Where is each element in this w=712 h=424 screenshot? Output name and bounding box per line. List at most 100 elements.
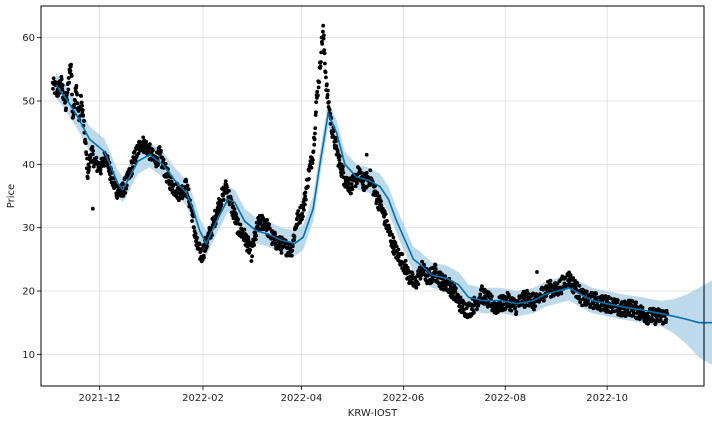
actual-points-layer xyxy=(50,23,670,327)
data-point xyxy=(248,248,253,253)
data-point xyxy=(326,88,330,93)
data-point xyxy=(292,234,297,239)
data-point xyxy=(568,273,573,277)
data-point xyxy=(91,148,95,153)
data-point xyxy=(303,190,308,195)
data-point xyxy=(387,226,392,231)
data-point xyxy=(653,321,658,325)
data-point xyxy=(265,218,269,222)
data-point xyxy=(555,282,560,286)
data-point xyxy=(218,207,222,212)
data-point xyxy=(537,299,542,304)
data-point xyxy=(86,168,91,173)
data-point xyxy=(632,311,636,316)
data-point xyxy=(319,60,323,64)
data-point xyxy=(290,248,295,253)
data-point xyxy=(321,23,326,28)
data-point xyxy=(433,263,438,267)
data-point xyxy=(151,148,155,153)
data-point xyxy=(51,76,56,81)
data-point xyxy=(51,86,55,91)
data-point xyxy=(123,191,128,195)
data-point xyxy=(577,283,582,288)
data-point xyxy=(630,299,635,304)
data-point xyxy=(78,114,82,118)
data-point xyxy=(159,148,163,153)
data-point xyxy=(542,298,546,303)
data-point xyxy=(410,272,415,277)
data-point xyxy=(523,294,527,299)
data-point xyxy=(603,294,608,299)
data-point xyxy=(312,137,317,142)
data-point xyxy=(163,161,168,166)
data-point xyxy=(652,318,657,323)
data-point xyxy=(350,187,355,192)
data-point xyxy=(312,142,317,147)
data-point xyxy=(575,281,579,285)
data-point xyxy=(358,168,362,173)
data-point xyxy=(232,207,237,212)
data-point xyxy=(195,235,199,240)
data-point xyxy=(337,158,342,162)
data-point xyxy=(289,253,294,258)
data-point xyxy=(565,273,570,278)
data-point xyxy=(340,167,345,172)
grid xyxy=(41,6,704,386)
y-tick-label: 60 xyxy=(22,33,35,44)
data-point xyxy=(219,202,224,207)
data-point xyxy=(148,142,152,147)
data-point xyxy=(251,240,256,244)
data-point xyxy=(290,244,295,249)
data-point xyxy=(87,165,92,170)
x-tick-label: 2022-10 xyxy=(586,393,628,404)
data-point xyxy=(67,80,71,85)
data-point xyxy=(74,83,79,88)
data-point xyxy=(124,186,129,191)
data-point xyxy=(306,184,310,189)
data-point xyxy=(90,206,95,211)
data-point xyxy=(68,68,73,73)
data-point xyxy=(141,135,146,140)
y-tick-label: 20 xyxy=(22,287,35,298)
data-point xyxy=(414,285,419,290)
data-point xyxy=(314,110,318,115)
data-point xyxy=(311,149,316,154)
uncertainty-band-layer xyxy=(56,72,712,365)
y-axis-label: Price xyxy=(6,184,17,208)
data-point xyxy=(72,102,77,107)
plot-frame xyxy=(40,5,705,387)
data-point xyxy=(267,222,271,227)
data-point xyxy=(531,291,535,296)
data-point xyxy=(225,185,229,189)
data-point xyxy=(388,229,393,234)
data-point xyxy=(331,134,335,138)
data-point xyxy=(501,302,506,307)
data-point xyxy=(478,292,483,297)
data-point xyxy=(73,98,77,103)
x-tick-label: 2022-04 xyxy=(281,393,323,404)
data-point xyxy=(325,82,329,87)
data-point xyxy=(507,293,511,297)
data-point xyxy=(98,168,103,172)
data-point xyxy=(193,231,198,236)
data-point xyxy=(91,164,96,169)
data-point xyxy=(591,301,595,306)
data-point xyxy=(325,93,330,97)
data-point xyxy=(79,94,83,98)
data-point xyxy=(323,70,328,75)
data-point xyxy=(646,314,651,319)
data-point xyxy=(322,48,327,52)
data-point xyxy=(314,100,319,105)
data-point xyxy=(554,285,559,289)
data-point xyxy=(176,191,181,196)
data-point xyxy=(267,226,272,231)
x-tick-label: 2022-02 xyxy=(182,393,224,404)
data-point xyxy=(309,165,314,170)
data-point xyxy=(349,191,353,196)
data-point xyxy=(533,304,538,308)
data-point xyxy=(640,305,645,310)
data-point xyxy=(279,251,284,255)
x-tick-label: 2021-12 xyxy=(79,393,121,404)
data-point xyxy=(490,294,494,299)
data-point xyxy=(216,204,221,209)
